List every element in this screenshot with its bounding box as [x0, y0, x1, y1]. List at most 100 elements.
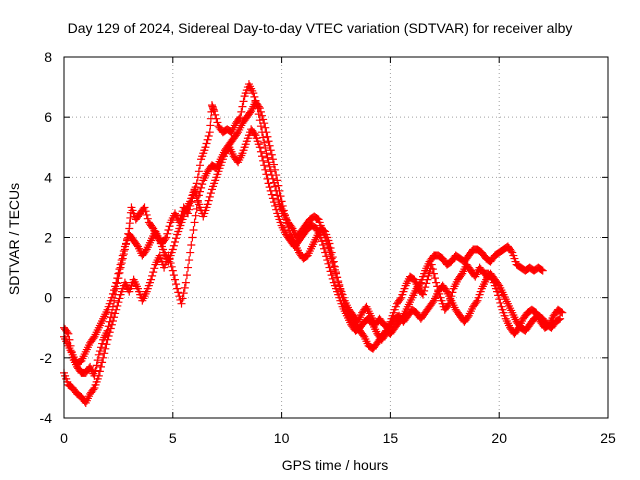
data-point — [321, 248, 330, 257]
data-point — [272, 171, 281, 180]
data-point — [113, 274, 122, 283]
data-point — [265, 183, 274, 192]
data-point — [428, 265, 437, 274]
data-point — [266, 167, 275, 176]
data-point — [275, 186, 284, 195]
data-point — [494, 291, 503, 300]
data-point — [259, 156, 268, 165]
data-point — [332, 268, 340, 277]
data-point — [326, 267, 335, 276]
data-point — [328, 253, 337, 262]
data-point — [105, 328, 114, 337]
data-point — [419, 290, 428, 299]
data-point — [142, 210, 151, 219]
data-point — [472, 298, 481, 307]
y-tick-label: 0 — [44, 290, 52, 306]
x-axis-label: GPS time / hours — [282, 457, 389, 473]
data-point — [198, 180, 207, 189]
data-point — [107, 320, 116, 329]
data-point — [255, 143, 264, 152]
data-point — [261, 123, 270, 132]
data-point — [204, 131, 213, 140]
data-point — [276, 192, 285, 201]
data-point — [271, 201, 280, 210]
data-point — [265, 162, 274, 171]
data-point — [201, 143, 210, 152]
data-point — [168, 266, 177, 275]
data-point — [94, 350, 103, 359]
y-tick-label: 4 — [44, 169, 52, 185]
data-point — [422, 279, 431, 288]
y-tick-label: -2 — [40, 350, 53, 366]
data-point — [263, 153, 272, 162]
data-point — [262, 128, 271, 137]
data-point — [269, 198, 278, 207]
data-point — [108, 289, 117, 298]
y-tick-label: 2 — [44, 230, 52, 246]
data-point — [206, 189, 215, 198]
data-point — [113, 301, 122, 310]
data-point — [264, 158, 273, 167]
data-point — [178, 294, 187, 303]
data-point — [177, 299, 186, 308]
data-point — [254, 102, 263, 111]
data-point — [415, 280, 424, 289]
data-point — [147, 275, 156, 284]
data-point — [256, 147, 265, 156]
data-point — [185, 256, 194, 265]
data-point — [115, 265, 124, 274]
data-point — [110, 286, 119, 295]
tick-layer: 0 5 10 15 20 25 -4 -2 0 2 4 6 8 — [40, 49, 616, 446]
data-point — [173, 284, 182, 293]
data-point — [555, 315, 564, 324]
data-point — [537, 265, 546, 274]
chart-title: Day 129 of 2024, Sidereal Day-to-day VTE… — [68, 20, 573, 36]
data-point — [102, 340, 111, 349]
data-point — [164, 225, 173, 234]
data-point — [279, 206, 288, 215]
data-point — [108, 316, 117, 325]
data-point — [95, 367, 104, 376]
data-point — [180, 283, 189, 292]
data-point — [167, 262, 176, 271]
data-point — [316, 233, 325, 242]
data-point — [193, 173, 202, 182]
data-point — [421, 283, 430, 292]
data-point — [181, 278, 190, 287]
data-point — [204, 196, 213, 205]
data-point — [168, 245, 177, 254]
data-point — [278, 201, 287, 210]
data-point — [318, 241, 327, 250]
data-point — [239, 97, 248, 106]
data-point — [98, 339, 107, 348]
data-point — [556, 314, 565, 323]
data-point — [262, 149, 271, 158]
data-point — [163, 229, 172, 238]
data-point — [94, 371, 103, 380]
data-point — [117, 256, 126, 265]
data-point — [273, 176, 282, 185]
data-point — [507, 247, 516, 256]
data-point — [111, 309, 120, 318]
data-point — [203, 135, 212, 144]
data-point — [192, 179, 201, 188]
data-point — [170, 238, 179, 247]
data-point — [191, 211, 200, 220]
data-point — [188, 233, 197, 242]
data-point — [277, 197, 286, 206]
data-point — [325, 263, 334, 272]
data-point — [424, 271, 433, 280]
data-point — [330, 262, 339, 271]
data-point — [100, 349, 109, 358]
data-point — [96, 362, 105, 371]
data-point — [420, 286, 429, 295]
data-point — [182, 271, 191, 280]
data-point — [210, 107, 219, 116]
data-point — [280, 210, 289, 219]
data-point — [263, 132, 272, 141]
x-tick-label: 0 — [60, 430, 68, 446]
data-point — [267, 190, 276, 199]
data-point — [284, 222, 293, 231]
data-point — [496, 298, 505, 307]
